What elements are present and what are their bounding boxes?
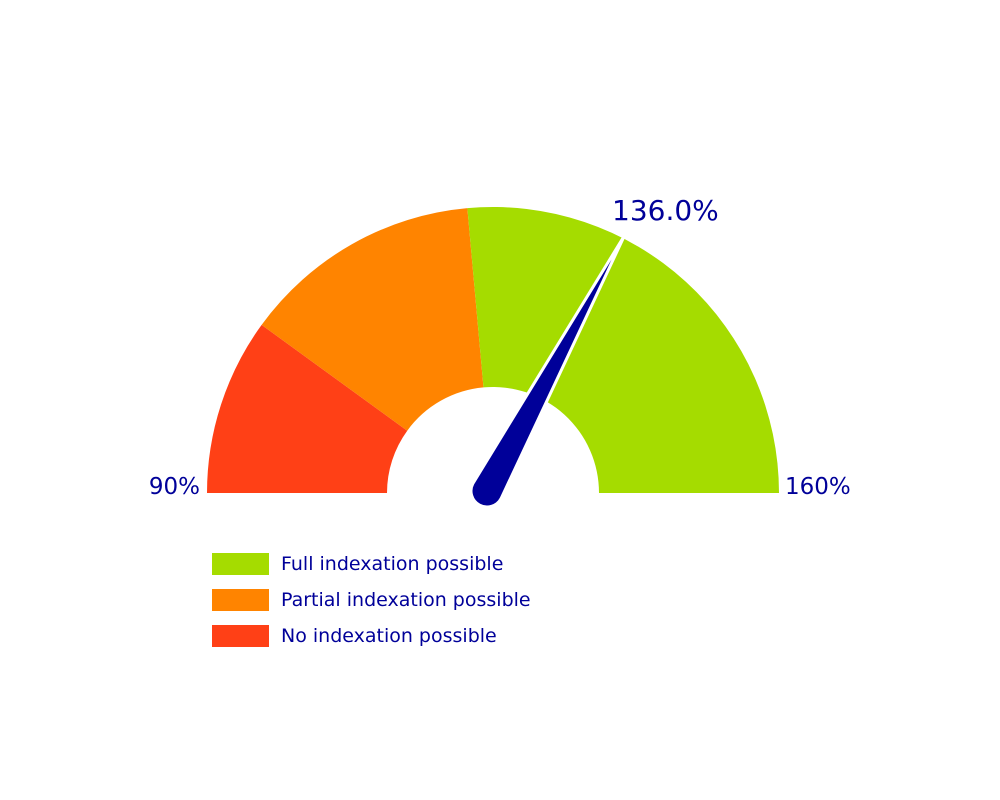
gauge-band-0 <box>207 324 408 493</box>
gauge-band-1 <box>261 208 484 431</box>
gauge-band-2 <box>467 207 779 493</box>
legend-label: Full indexation possible <box>281 553 504 575</box>
legend-swatch <box>212 625 269 647</box>
legend-label: No indexation possible <box>281 625 497 647</box>
max-label: 160% <box>785 474 851 500</box>
legend-item-full: Full indexation possible <box>212 546 531 582</box>
legend-item-none: No indexation possible <box>212 618 531 654</box>
legend-swatch <box>212 553 269 575</box>
legend-swatch <box>212 589 269 611</box>
min-label: 90% <box>149 474 200 500</box>
gauge-needle <box>469 234 626 509</box>
legend-item-partial: Partial indexation possible <box>212 582 531 618</box>
legend-label: Partial indexation possible <box>281 589 531 611</box>
legend: Full indexation possible Partial indexat… <box>212 546 531 654</box>
gauge-bands <box>207 207 779 493</box>
value-label: 136.0% <box>612 194 719 227</box>
